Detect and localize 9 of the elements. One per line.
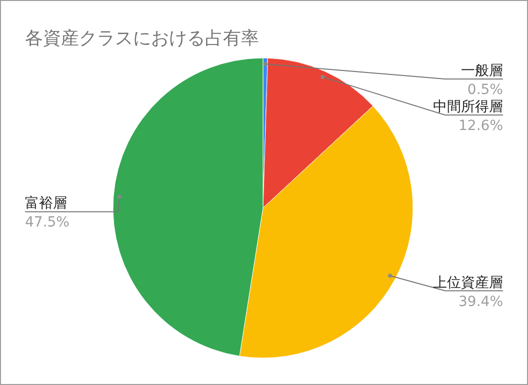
data-label: 39.4% xyxy=(458,294,503,310)
slice-label: 上位資産層 xyxy=(433,274,503,291)
data-label: 47.5% xyxy=(25,214,70,231)
data-label: 12.6% xyxy=(458,118,503,134)
slice-label: 中間所得層 xyxy=(433,99,503,116)
data-label: 0.5% xyxy=(467,82,503,98)
slice-label: 一般層 xyxy=(461,63,503,80)
slice-label: 富裕層 xyxy=(25,196,67,212)
chart-title: 各資産クラスにおける占有率 xyxy=(25,28,259,49)
